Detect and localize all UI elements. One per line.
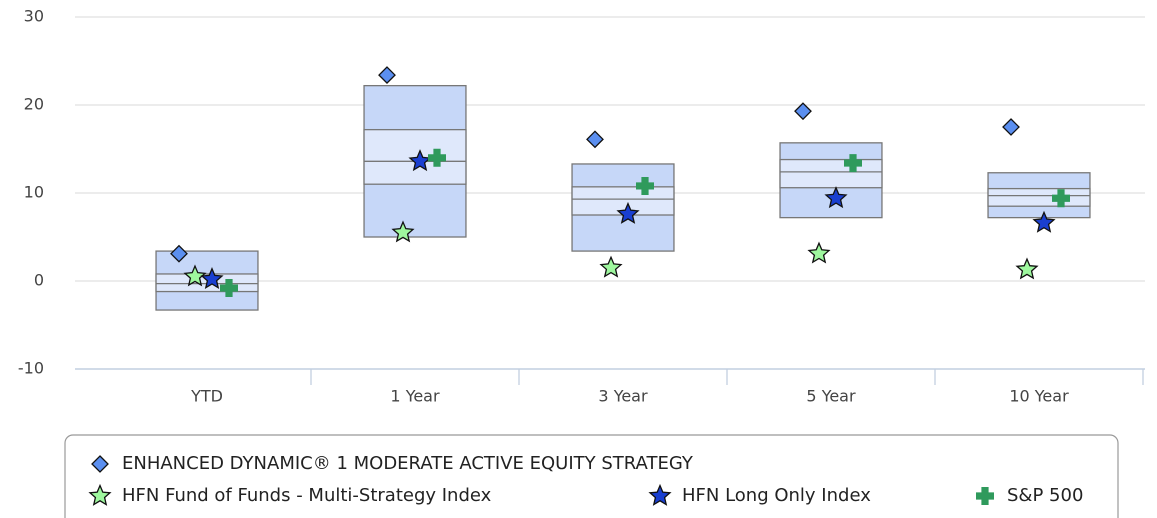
star-marker [183,264,207,287]
star-marker [200,267,224,290]
y-tick-label: 0 [34,271,44,290]
star-marker [599,255,623,278]
y-tick-label: 10 [24,183,44,202]
diamond-marker [1002,118,1020,136]
plus-marker [976,487,994,505]
y-tick-label: -10 [18,359,44,378]
x-tick-label: 3 Year [598,387,648,406]
diamond-marker [794,102,812,121]
x-tick-label: 5 Year [806,387,856,406]
legend-label: S&P 500 [1007,485,1083,506]
diamond-marker [378,66,396,84]
star-marker [1032,210,1056,233]
legend-label: ENHANCED DYNAMIC® 1 MODERATE ACTIVE EQUI… [122,453,694,474]
x-tick-label: 1 Year [390,387,440,406]
x-tick-label: YTD [190,387,223,406]
plus-marker [220,279,238,298]
star-marker [824,186,848,209]
diamond-marker [91,455,109,473]
star-marker [616,201,640,224]
star-marker [807,241,831,264]
legend-label: HFN Long Only Index [682,485,871,506]
box-iqr [987,187,1091,207]
plus-marker [1052,189,1070,208]
diamond-marker [170,244,188,263]
legend-box [64,434,1119,518]
star-marker [408,149,432,172]
star-marker [391,220,415,243]
legend: ENHANCED DYNAMIC® 1 MODERATE ACTIVE EQUI… [88,453,1083,506]
box-iqr [779,158,883,189]
x-tick-label: 10 Year [1009,387,1069,406]
star-marker [88,483,112,506]
plus-marker [636,176,654,195]
legend-label: HFN Fund of Funds - Multi-Strategy Index [122,485,492,506]
diamond-marker [586,130,604,149]
plus-marker [428,148,446,167]
star-marker [648,483,672,506]
star-marker [1015,257,1039,280]
y-tick-label: 20 [24,95,44,114]
plus-marker [844,154,862,173]
y-tick-label: 30 [24,7,44,26]
box-iqr [363,128,467,185]
